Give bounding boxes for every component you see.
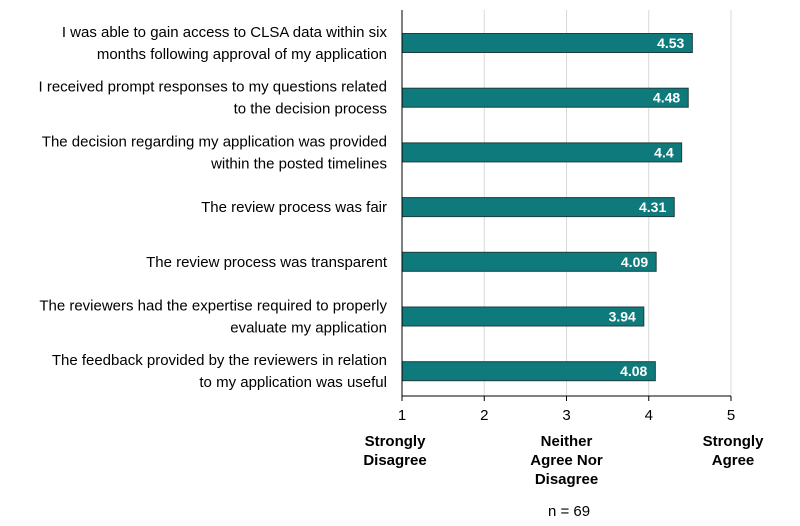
scale-anchor-label: Strongly <box>365 433 426 450</box>
category-label: within the posted timelines <box>210 155 387 172</box>
scale-anchor-labels: Strongly Disagree Neither Agree Nor Disagree… <box>363 433 764 488</box>
category-label: The decision regarding my application wa… <box>42 133 387 150</box>
scale-anchor-label: Disagree <box>535 471 598 488</box>
scale-anchor-label: Strongly <box>703 433 764 450</box>
bar <box>402 34 692 53</box>
scale-anchor-label: Agree <box>712 452 755 469</box>
bar-value-label: 4.09 <box>621 254 648 270</box>
category-label: I was able to gain access to CLSA data w… <box>62 24 388 41</box>
scale-anchor-label: Disagree <box>363 452 426 469</box>
category-label: to the decision process <box>234 101 387 118</box>
category-label: I received prompt responses to my questi… <box>38 79 387 96</box>
category-labels: I was able to gain access to CLSA data w… <box>38 24 387 391</box>
x-tick-label: 2 <box>480 407 488 424</box>
sample-size-note: n = 69 <box>548 503 590 520</box>
bar-value-label: 4.31 <box>639 199 666 215</box>
bar-value-label: 4.48 <box>653 90 680 106</box>
bar-chart: 4.53 4.48 4.4 4.31 4.09 3.94 4.08 1 2 3 4 5 I was … <box>0 0 800 526</box>
scale-anchor-label: Neither <box>541 433 593 450</box>
category-label: months following approval of my applicat… <box>97 46 387 63</box>
x-tick-label: 1 <box>398 407 406 424</box>
category-label: The review process was transparent <box>146 254 388 271</box>
bar-value-label: 3.94 <box>609 309 636 325</box>
bar-value-label: 4.53 <box>657 35 684 51</box>
category-label: The reviewers had the expertise required… <box>39 298 387 315</box>
bar <box>402 307 644 326</box>
bar <box>402 88 688 107</box>
category-label: to my application was useful <box>199 374 387 391</box>
x-tick-label: 3 <box>562 407 570 424</box>
bar-value-label: 4.08 <box>620 363 647 379</box>
category-label: evaluate my application <box>230 320 387 337</box>
x-tick-label: 5 <box>727 407 735 424</box>
scale-anchor-label: Agree Nor <box>530 452 603 469</box>
category-label: The feedback provided by the reviewers i… <box>52 352 387 369</box>
category-label: The review process was fair <box>201 199 387 216</box>
bar <box>402 362 655 381</box>
bar <box>402 143 682 162</box>
x-tick-label: 4 <box>645 407 653 424</box>
bar <box>402 252 656 271</box>
bar-value-label: 4.4 <box>654 144 674 160</box>
bar <box>402 198 674 217</box>
